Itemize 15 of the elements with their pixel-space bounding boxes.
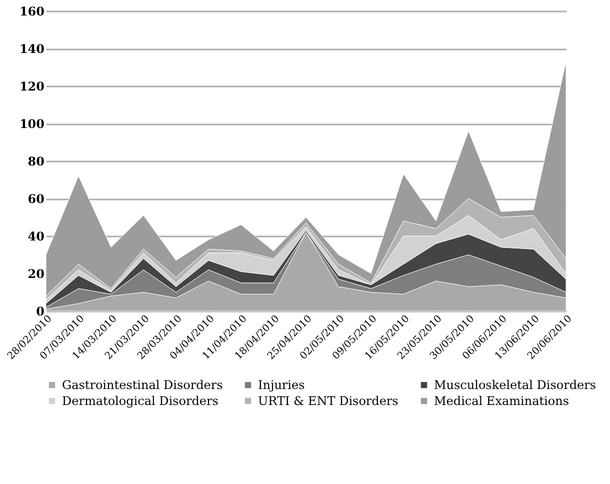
y-tick-label: 0	[36, 304, 44, 318]
y-tick-label: 120	[19, 80, 44, 94]
y-tick-label: 100	[19, 117, 44, 131]
y-tick-label: 80	[28, 154, 44, 168]
y-tick-label: 40	[28, 230, 44, 244]
y-tick-label: 60	[28, 192, 44, 206]
y-tick-label: 20	[28, 267, 44, 281]
legend-label: Gastrointestinal Disorders	[62, 378, 223, 392]
legend-label: URTI & ENT Disorders	[258, 394, 398, 408]
legend-label: Injuries	[258, 378, 305, 392]
legend-label: Medical Examinations	[434, 394, 569, 408]
y-tick-label: 140	[19, 42, 44, 56]
y-tick-label: 160	[19, 4, 44, 18]
legend-label: Dermatological Disorders	[62, 394, 218, 408]
legend-label: Musculoskeletal Disorders	[434, 378, 596, 392]
